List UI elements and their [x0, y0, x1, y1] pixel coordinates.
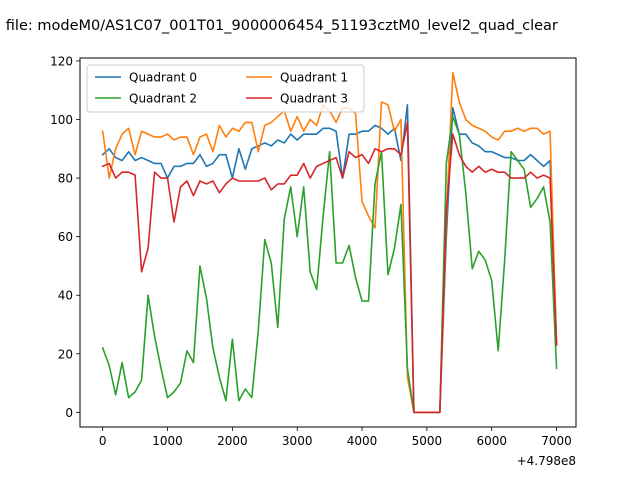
x-axis: 0 1000 2000 3000 4000 5000 6000 7000	[99, 427, 572, 448]
legend: Quadrant 0 Quadrant 1 Quadrant 2 Quadrant 3	[86, 64, 365, 113]
y-axis: 0 20 40 60 80 100 120	[50, 54, 80, 420]
x-tick-label: 4000	[347, 434, 378, 448]
y-tick-label: 40	[58, 289, 73, 303]
axes-frame	[79, 57, 577, 428]
x-tick-label: 7000	[541, 434, 572, 448]
legend-label-quadrant-0: Quadrant 0	[129, 71, 197, 85]
series-line-quadrant-0	[101, 104, 558, 414]
y-tick-label: 0	[65, 406, 73, 420]
series-line-quadrant-2	[101, 115, 558, 414]
series-line-quadrant-3	[101, 121, 558, 414]
y-tick-label: 100	[50, 113, 73, 127]
legend-label-quadrant-3: Quadrant 3	[280, 92, 348, 106]
chart-title: n file: modeM0/AS1C07_001T01_9000006454_…	[0, 18, 558, 34]
x-tick-label: 5000	[412, 434, 443, 448]
plot-area	[80, 58, 576, 427]
y-tick-label: 60	[58, 230, 73, 244]
legend-label-quadrant-1: Quadrant 1	[280, 71, 348, 85]
y-tick-label: 120	[50, 54, 73, 68]
y-tick-label: 80	[58, 172, 73, 186]
x-tick-label: 3000	[282, 434, 313, 448]
x-tick-label: 0	[99, 434, 107, 448]
x-axis-offset-text: +4.798e8	[517, 454, 576, 468]
legend-label-quadrant-2: Quadrant 2	[129, 92, 197, 106]
y-tick-label: 20	[58, 347, 73, 361]
axes-spines	[79, 57, 577, 428]
x-tick-label: 2000	[217, 434, 248, 448]
x-tick-label: 6000	[476, 434, 507, 448]
x-tick-label: 1000	[152, 434, 183, 448]
legend-frame	[86, 64, 365, 113]
axes-background	[80, 58, 576, 427]
